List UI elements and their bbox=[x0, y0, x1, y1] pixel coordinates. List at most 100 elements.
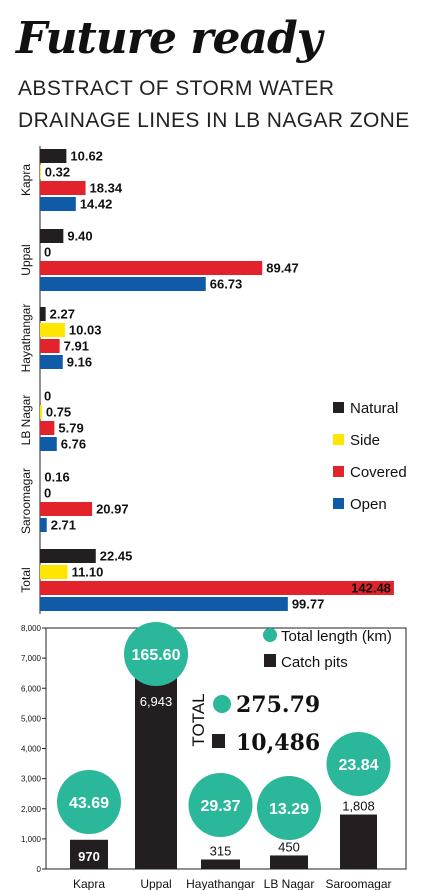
bar-open bbox=[40, 437, 57, 451]
x-category-label: Saroomagar bbox=[325, 877, 391, 890]
bar-value-label: 6.76 bbox=[61, 437, 86, 452]
bar-open bbox=[40, 597, 288, 611]
total-length-value: 275.79 bbox=[236, 692, 320, 718]
bar-value-label: 9.40 bbox=[67, 229, 92, 244]
bar-value-label: 0.32 bbox=[45, 165, 70, 180]
bar-value-label: 0 bbox=[44, 389, 51, 404]
bar-covered bbox=[40, 581, 394, 595]
legend-swatch-open bbox=[333, 498, 344, 509]
bar-value-label: 89.47 bbox=[266, 261, 299, 276]
length-value: 13.29 bbox=[269, 801, 309, 818]
catch-pit-bar bbox=[340, 814, 377, 869]
x-category-label: Kapra bbox=[73, 877, 105, 890]
total-pits-value: 10,486 bbox=[236, 730, 320, 756]
bar-open bbox=[40, 197, 76, 211]
y-tick-label: 0 bbox=[37, 865, 42, 874]
y-tick-label: 4,000 bbox=[21, 745, 42, 754]
bar-value-label: 0.16 bbox=[44, 470, 69, 485]
category-label: LB Nagar bbox=[19, 395, 33, 446]
legend-label: Covered bbox=[350, 464, 407, 481]
x-category-label: Uppal bbox=[140, 877, 171, 890]
bar-covered bbox=[40, 181, 86, 195]
catch-pit-bar bbox=[135, 659, 177, 869]
subtitle-line-2: DRAINAGE LINES IN LB NAGAR ZONE bbox=[18, 109, 410, 132]
y-tick-label: 1,000 bbox=[21, 835, 42, 844]
bar-value-label: 14.42 bbox=[80, 197, 113, 212]
legend-label: Natural bbox=[350, 400, 398, 417]
legend-swatch-side bbox=[333, 434, 344, 445]
bar-value-label: 0.75 bbox=[46, 405, 71, 420]
bar-side bbox=[40, 405, 42, 419]
length-circle bbox=[188, 773, 253, 837]
bar-side bbox=[40, 165, 41, 179]
legend-label: Total length (km) bbox=[281, 628, 392, 645]
bar-covered bbox=[40, 339, 60, 353]
bar-covered bbox=[40, 261, 263, 275]
bar-open bbox=[40, 277, 206, 291]
catch-pit-value: 1,808 bbox=[342, 799, 375, 814]
legend-swatch-covered bbox=[333, 466, 344, 477]
bar-open bbox=[40, 355, 63, 369]
bar-covered bbox=[40, 502, 93, 516]
bar-value-label: 10.03 bbox=[69, 323, 102, 338]
total-pits-icon bbox=[212, 734, 225, 748]
bar-natural bbox=[40, 307, 46, 321]
bar-value-label: 0 bbox=[44, 245, 51, 260]
catch-pit-bar bbox=[270, 855, 308, 869]
bar-value-label: 0 bbox=[44, 486, 51, 501]
catch-pit-value: 970 bbox=[78, 849, 100, 864]
bar-value-label: 18.34 bbox=[90, 181, 123, 196]
x-category-label: LB Nagar bbox=[264, 877, 315, 890]
bar-value-label: 22.45 bbox=[100, 549, 133, 564]
catch-pit-bar bbox=[70, 839, 108, 869]
length-value: 43.69 bbox=[69, 795, 109, 812]
bar-value-label: 5.79 bbox=[58, 421, 83, 436]
bar-value-label: 10.62 bbox=[70, 149, 103, 164]
bar-open bbox=[40, 518, 47, 532]
legend-square-icon bbox=[264, 654, 276, 667]
length-circle bbox=[326, 732, 391, 796]
bar-value-label: 66.73 bbox=[210, 277, 243, 292]
total-label: TOTAL bbox=[189, 693, 208, 746]
bar-value-label: 7.91 bbox=[64, 339, 89, 354]
total-length-icon bbox=[213, 695, 231, 713]
length-value: 23.84 bbox=[338, 757, 378, 774]
category-label: Hayathangar bbox=[19, 304, 33, 373]
catch-pit-value: 315 bbox=[210, 844, 232, 859]
length-circle bbox=[124, 622, 188, 686]
bar-value-label: 9.16 bbox=[67, 355, 92, 370]
bar-value-label: 2.71 bbox=[51, 518, 76, 533]
legend-label: Open bbox=[350, 496, 387, 513]
length-value: 165.60 bbox=[132, 647, 181, 664]
bar-natural bbox=[40, 149, 67, 163]
bar-natural bbox=[40, 549, 96, 563]
legend-circle-icon bbox=[263, 628, 277, 642]
bar-value-label: 142.48 bbox=[351, 581, 391, 596]
y-tick-label: 5,000 bbox=[21, 714, 42, 723]
bar-value-label: 11.10 bbox=[72, 565, 104, 580]
subtitle-line-1: ABSTRACT OF STORM WATER bbox=[18, 77, 335, 100]
bar-covered bbox=[40, 421, 55, 435]
y-tick-label: 8,000 bbox=[21, 624, 42, 633]
legend-swatch-natural bbox=[333, 402, 344, 413]
length-value: 29.37 bbox=[200, 798, 240, 815]
length-circle bbox=[57, 770, 121, 834]
x-category-label: Hayathangar bbox=[186, 877, 255, 890]
length-circle bbox=[257, 776, 321, 840]
y-tick-label: 2,000 bbox=[21, 805, 42, 814]
category-label: Saroomagar bbox=[19, 468, 33, 534]
bar-natural bbox=[40, 229, 64, 243]
category-label: Kapra bbox=[19, 164, 33, 196]
legend-label: Side bbox=[350, 432, 380, 449]
bar-value-label: 20.97 bbox=[96, 502, 129, 517]
y-tick-label: 7,000 bbox=[21, 654, 42, 663]
category-label: Uppal bbox=[19, 244, 33, 275]
headline: Future ready bbox=[16, 13, 322, 64]
bar-side bbox=[40, 323, 65, 337]
bar-side bbox=[40, 565, 68, 579]
legend-label: Catch pits bbox=[281, 654, 348, 671]
catch-pit-value: 6,943 bbox=[140, 694, 173, 709]
catch-pit-value: 450 bbox=[278, 839, 300, 854]
catch-pit-bar bbox=[201, 859, 240, 869]
